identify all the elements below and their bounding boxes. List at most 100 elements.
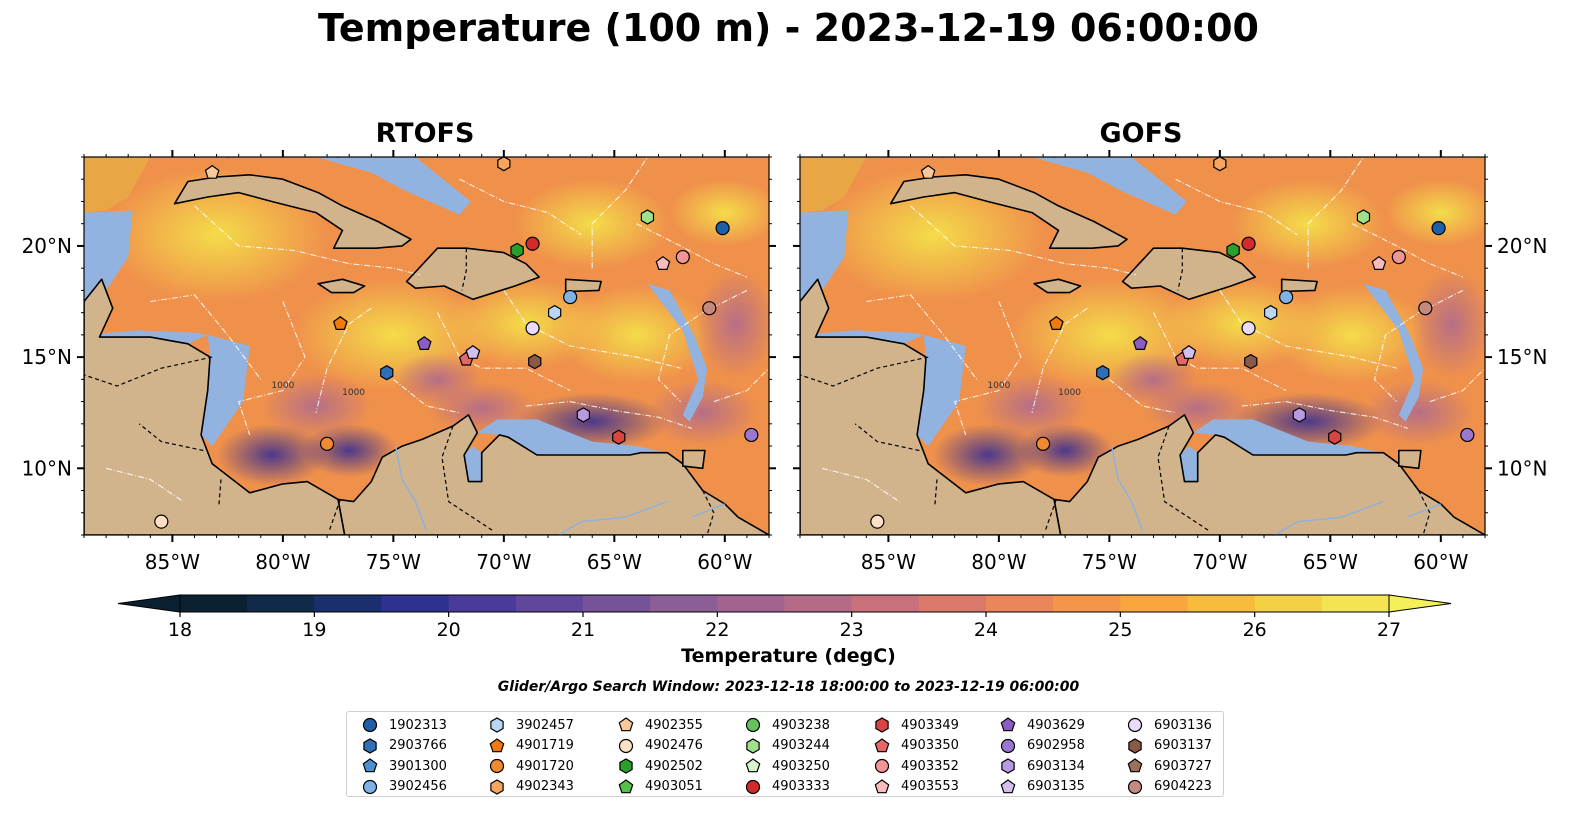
country-border	[854, 423, 920, 452]
legend-label: 4903238	[772, 717, 830, 733]
gofs-map: 1000 1000 85°W 80°W 75°W 70°W 65°W 60°W 20°N 15°N…	[793, 150, 1547, 574]
hexagon-marker-icon	[619, 758, 633, 774]
circle-marker-icon	[362, 779, 378, 794]
rtofs-panel-title: RTOFS	[375, 118, 475, 149]
colorbar-tick-label: 26	[1243, 619, 1267, 641]
eez-boundary	[315, 307, 372, 413]
land-jamaica	[1033, 278, 1082, 294]
float-marker	[525, 321, 540, 336]
float-marker	[497, 157, 511, 172]
float-marker	[1181, 344, 1197, 359]
colorbar-segment	[784, 595, 853, 612]
legend-item: 1902313	[361, 715, 447, 735]
legend-label: 3901300	[389, 758, 447, 774]
pentagon-marker-icon	[745, 758, 761, 773]
legend-item: 4902476	[617, 736, 703, 756]
colorbar-label: Temperature (degC)	[681, 645, 896, 667]
hexagon-marker-icon	[1128, 737, 1142, 754]
hexagon-marker-icon	[875, 717, 889, 733]
legend-item: 4903350	[873, 736, 959, 756]
legend-item: 6904223	[1126, 777, 1212, 797]
float-marker	[416, 336, 432, 350]
country-border	[702, 490, 715, 535]
temperature-anomaly	[1109, 352, 1198, 407]
float-marker	[332, 316, 348, 330]
shallow-shelf-lake-maracaibo	[1180, 446, 1198, 482]
legend-label: 4903250	[772, 758, 830, 774]
legend-item: 3902457	[488, 715, 574, 735]
y-tick-label: 20°N	[22, 234, 72, 258]
eez-boundary	[150, 294, 262, 380]
eez-boundary	[1031, 307, 1088, 413]
legend-item: 4903250	[744, 756, 830, 776]
y-tick-label: 15°N	[1497, 345, 1547, 369]
x-tick-label: 75°W	[366, 550, 421, 574]
hexagon-marker-icon	[1001, 758, 1015, 774]
eez-boundary	[910, 205, 1137, 276]
pentagon-marker-icon	[618, 778, 634, 793]
temperature-anomaly	[216, 423, 328, 487]
map-figure: 1000 1000 85°W 80°W 75°W 70°W 65°W 60°W 20°N 15°N…	[22, 150, 1547, 574]
legend-label: 6903137	[1154, 738, 1212, 753]
colorbar-tick-label: 18	[168, 619, 192, 641]
land-hispaniola	[405, 247, 541, 301]
eez-boundary	[1373, 289, 1464, 402]
land-cuba	[173, 174, 412, 249]
country-border	[934, 479, 938, 507]
contour-label: 1000	[1058, 388, 1081, 398]
float-marker	[1213, 157, 1227, 172]
float-marker	[640, 209, 655, 225]
colorbar-segment	[1053, 595, 1121, 612]
float-marker	[655, 255, 671, 270]
land-bahamas1	[1051, 157, 1055, 158]
temperature-anomaly	[1412, 268, 1485, 380]
legend-label: 3902457	[516, 717, 574, 733]
legend-item: 4903244	[744, 736, 830, 756]
colorbar-segment	[381, 595, 450, 612]
temperature-anomaly	[932, 423, 1044, 487]
float-marker	[1241, 321, 1256, 336]
x-tick-label: 65°W	[1303, 550, 1358, 574]
eez-boundary	[105, 467, 184, 503]
legend-label: 6903727	[1154, 758, 1212, 774]
colorbar-segment	[1187, 595, 1256, 612]
x-tick-label: 70°W	[1192, 550, 1247, 574]
hexagon-marker-icon	[490, 717, 504, 733]
x-tick-label: 75°W	[1082, 550, 1137, 574]
temperature-anomaly	[1385, 179, 1485, 246]
pentagon-marker-icon	[362, 758, 378, 773]
colorbar-segment	[986, 595, 1054, 612]
y-tick-label: 10°N	[22, 456, 72, 480]
shallow-shelf-nicaragua	[201, 334, 250, 447]
float-marker	[1263, 304, 1278, 321]
legend-label: 4903333	[772, 779, 830, 794]
float-legend: 1902313 2903766 3901300 3902456 3902457 49017…	[346, 711, 1224, 797]
river	[1407, 503, 1442, 518]
colorbar-segment	[1321, 595, 1390, 612]
float-marker	[870, 514, 885, 529]
colorbar-segment	[1254, 595, 1323, 612]
temperature-anomaly	[669, 179, 769, 246]
pentagon-marker-icon	[1000, 717, 1016, 732]
x-tick-label: 80°W	[971, 550, 1026, 574]
legend-item: 6903136	[1126, 715, 1212, 735]
float-marker	[204, 164, 220, 179]
float-marker	[510, 242, 524, 259]
float-marker	[547, 304, 562, 321]
country-border	[218, 479, 222, 507]
circle-marker-icon	[1127, 779, 1143, 794]
x-tick-label: 85°W	[145, 550, 200, 574]
circle-marker-icon	[618, 738, 634, 753]
contour-label: 1000	[342, 388, 365, 398]
pentagon-marker-icon	[489, 737, 505, 752]
country-border	[1177, 248, 1183, 291]
legend-label: 4902343	[516, 779, 574, 794]
shallow-shelf-yucatan	[84, 210, 133, 302]
hexagon-marker-icon	[490, 778, 504, 795]
legend-label: 2903766	[389, 738, 447, 753]
legend-item: 4902502	[617, 756, 703, 776]
float-marker	[154, 514, 169, 529]
colorbar-tick-label: 22	[705, 619, 729, 641]
float-marker	[1035, 436, 1051, 451]
eez-boundary	[1153, 312, 1287, 391]
